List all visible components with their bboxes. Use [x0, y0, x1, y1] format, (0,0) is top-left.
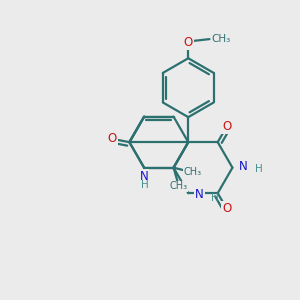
Text: O: O [222, 120, 231, 134]
Text: H: H [211, 194, 218, 203]
Text: N: N [140, 170, 148, 183]
Text: O: O [222, 202, 231, 215]
Text: H: H [141, 180, 148, 190]
Text: N: N [239, 160, 248, 173]
Text: N: N [195, 188, 204, 201]
Text: O: O [107, 132, 117, 145]
Text: CH₃: CH₃ [183, 167, 201, 177]
Text: CH₃: CH₃ [170, 181, 188, 191]
Text: O: O [184, 36, 193, 49]
Text: H: H [255, 164, 262, 174]
Text: CH₃: CH₃ [211, 34, 230, 44]
